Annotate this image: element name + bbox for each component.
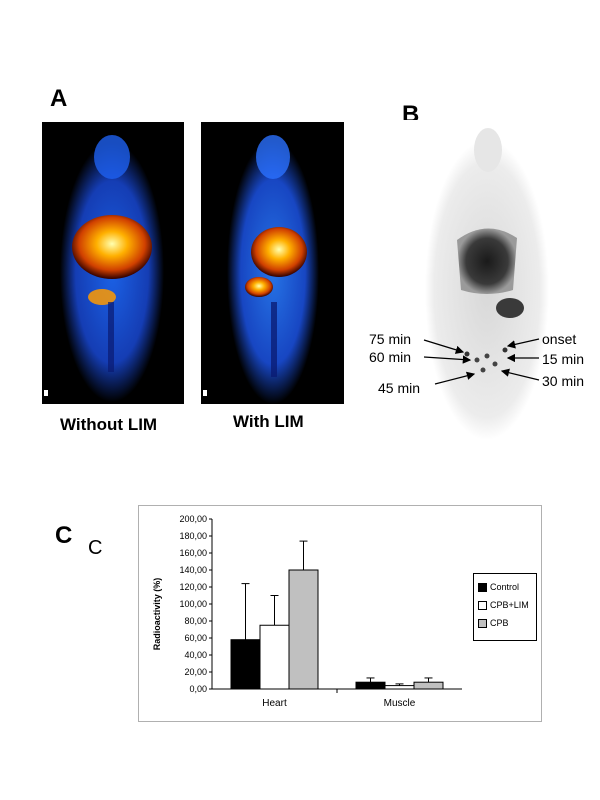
y-tick-label: 140,00 xyxy=(179,565,207,575)
legend-label-cpb-lim: CPB+LIM xyxy=(490,600,529,610)
panel-c-sub-letter: C xyxy=(88,537,103,559)
arrow-onset xyxy=(506,338,540,349)
y-tick-label: 200,00 xyxy=(179,514,207,524)
scan-with-lim-image xyxy=(203,135,319,404)
y-tick-label: 80,00 xyxy=(184,616,207,626)
caption-without-lim: Without LIM xyxy=(60,415,158,434)
label-30-min: 30 min xyxy=(542,373,585,389)
arrow-60-min xyxy=(423,355,472,364)
label-75-min: 75 min xyxy=(369,331,412,347)
chart-legend: Control CPB+LIM CPB xyxy=(473,573,537,641)
bar-cpb-lim-muscle xyxy=(384,685,415,690)
bar-cpb-muscle xyxy=(413,681,444,690)
legend-item-control: Control xyxy=(478,582,519,592)
arrow-45-min xyxy=(434,371,476,385)
y-axis-label: Radioactivity (%) xyxy=(152,578,162,651)
y-tick-label: 100,00 xyxy=(179,599,207,609)
y-tick-label: 60,00 xyxy=(184,633,207,643)
legend-swatch-cpb-lim xyxy=(478,600,487,610)
bar-chart: 0,00 20,00 40,00 60,00 80,00 100,00 120,00 140,… xyxy=(152,514,462,709)
y-tick-label: 160,00 xyxy=(179,548,207,558)
panel-c-letter: C xyxy=(55,522,73,549)
legend-swatch-control xyxy=(478,582,487,592)
arrow-30-min xyxy=(500,368,540,381)
y-tick-label: 180,00 xyxy=(179,531,207,541)
bar-cpb-lim-heart xyxy=(259,624,290,690)
label-45-min: 45 min xyxy=(378,380,421,396)
legend-label-cpb: CPB xyxy=(490,618,509,628)
y-tick-label: 0,00 xyxy=(189,684,207,694)
category-label-muscle: Muscle xyxy=(384,698,416,709)
y-tick-label: 40,00 xyxy=(184,650,207,660)
bar-control-muscle xyxy=(355,681,386,690)
arrow-75-min xyxy=(423,339,465,354)
scan-with-lim xyxy=(201,122,344,404)
legend-item-cpb-lim: CPB+LIM xyxy=(478,600,529,610)
scan-without-lim xyxy=(42,122,184,404)
label-60-min: 60 min xyxy=(369,349,412,365)
panel-b-arrows xyxy=(423,338,540,385)
category-label-heart: Heart xyxy=(262,698,287,709)
scan-without-lim-image xyxy=(44,135,164,402)
panel-a-letter: A xyxy=(50,85,68,112)
scan-panel-b xyxy=(395,120,575,450)
y-tick-label: 20,00 xyxy=(184,667,207,677)
bar-cpb-heart xyxy=(288,569,319,690)
label-onset: onset xyxy=(542,331,577,347)
y-tick-label: 120,00 xyxy=(179,582,207,592)
scan-panel-b-image xyxy=(425,128,549,440)
legend-item-cpb: CPB xyxy=(478,618,509,628)
bar-control-heart xyxy=(230,639,261,690)
legend-swatch-cpb xyxy=(478,618,487,628)
caption-with-lim: With LIM xyxy=(233,412,304,431)
legend-label-control: Control xyxy=(490,582,520,592)
label-15-min: 15 min xyxy=(542,351,585,367)
